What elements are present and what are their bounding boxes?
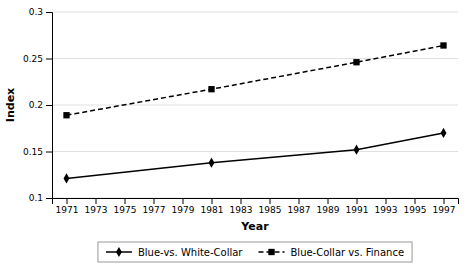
series-marker: [354, 145, 360, 155]
x-tick-label: 1979: [172, 205, 195, 215]
y-tick-label: 0.25: [23, 54, 43, 64]
y-axis: 0.1 0.15 0.2 0.25 0.3: [23, 7, 53, 203]
series-marker: [63, 112, 69, 118]
x-tick-mark: [357, 198, 358, 204]
x-tick-mark: [444, 198, 445, 204]
y-axis-line: [46, 13, 53, 199]
x-tick: 1977: [143, 198, 166, 215]
marks: [63, 42, 446, 183]
legend-item: Blue-Collar vs. Finance: [258, 247, 404, 258]
legend-frame: [98, 242, 412, 262]
y-tick-mark: [46, 198, 52, 199]
x-tick-mark: [154, 198, 155, 204]
legend-item: Blue-vs. White-Collar: [106, 247, 243, 258]
x-tick-mark: [125, 198, 126, 204]
x-tick-label: 1993: [375, 205, 398, 215]
legend-swatch-marker: [116, 247, 122, 257]
series-line: [67, 133, 444, 179]
y-tick-mark: [46, 12, 52, 13]
x-tick: 1979: [172, 198, 195, 215]
series-marker: [209, 158, 215, 168]
grid-line: [52, 151, 458, 152]
y-tick: 0.2: [29, 100, 52, 110]
x-tick-label: 1985: [259, 205, 282, 215]
grid: [52, 12, 458, 198]
series-marker: [353, 59, 359, 65]
y-tick-label: 0.1: [29, 193, 43, 203]
x-tick-mark: [241, 198, 242, 204]
x-tick: 1983: [230, 198, 253, 215]
series-marker: [440, 42, 446, 48]
series-marker: [208, 86, 214, 92]
x-axis: 1971 1973 1975 1977 1979 1981 1983 1985 1987 1989…: [53, 198, 459, 215]
y-tick: 0.15: [23, 147, 52, 157]
legend: Blue-vs. White-Collar Blue-Collar vs. Fin…: [98, 242, 412, 262]
x-tick: 1975: [114, 198, 137, 215]
x-tick: 1981: [201, 198, 224, 215]
x-tick-label: 1989: [317, 205, 340, 215]
y-tick-mark: [46, 105, 52, 106]
x-tick-label: 1981: [201, 205, 224, 215]
grid-line: [52, 58, 458, 59]
x-tick-label: 1987: [288, 205, 311, 215]
x-tick: 1989: [317, 198, 340, 215]
y-tick: 0.25: [23, 54, 52, 64]
series-marker: [64, 173, 70, 183]
x-tick: 1991: [346, 198, 369, 215]
grid-line: [52, 12, 458, 13]
y-tick: 0.3: [29, 7, 52, 17]
x-tick-label: 1971: [56, 205, 79, 215]
x-tick: 1971: [56, 198, 79, 215]
x-tick-mark: [212, 198, 213, 204]
x-tick: 1985: [259, 198, 282, 215]
x-tick-label: 1997: [433, 205, 456, 215]
legend-swatch-marker: [268, 249, 274, 255]
y-tick-label: 0.2: [29, 100, 43, 110]
chart: 1971 1973 1975 1977 1979 1981 1983 1985 1987 1989…: [0, 0, 474, 278]
y-tick-label: 0.15: [23, 147, 43, 157]
x-tick-mark: [415, 198, 416, 204]
x-tick-mark: [299, 198, 300, 204]
y-tick-mark: [46, 59, 52, 60]
x-axis-line: [53, 199, 459, 205]
series-line: [67, 45, 444, 115]
x-tick: 1987: [288, 198, 311, 215]
x-tick-label: 1983: [230, 205, 253, 215]
x-tick-label: 1973: [85, 205, 108, 215]
legend-label: Blue-Collar vs. Finance: [290, 247, 404, 258]
x-tick-label: 1995: [404, 205, 427, 215]
x-axis-title: Year: [240, 220, 269, 233]
y-tick-mark: [46, 152, 52, 153]
y-tick-label: 0.3: [29, 7, 43, 17]
x-tick-mark: [183, 198, 184, 204]
legend-label: Blue-vs. White-Collar: [138, 247, 243, 258]
x-tick-mark: [270, 198, 271, 204]
y-axis-title: Index: [4, 88, 17, 122]
grid-line: [52, 105, 458, 106]
y-tick: 0.1: [29, 193, 52, 203]
x-tick-mark: [67, 198, 68, 204]
series-marker: [441, 128, 447, 138]
plot-area: 1971 1973 1975 1977 1979 1981 1983 1985 1987 1989…: [23, 7, 459, 215]
x-tick-mark: [328, 198, 329, 204]
x-tick-label: 1991: [346, 205, 369, 215]
x-tick: 1973: [85, 198, 108, 215]
x-tick: 1995: [404, 198, 427, 215]
x-tick-label: 1977: [143, 205, 166, 215]
x-tick-mark: [96, 198, 97, 204]
x-tick: 1997: [433, 198, 456, 215]
x-tick: 1993: [375, 198, 398, 215]
x-tick-label: 1975: [114, 205, 137, 215]
x-tick-mark: [386, 198, 387, 204]
